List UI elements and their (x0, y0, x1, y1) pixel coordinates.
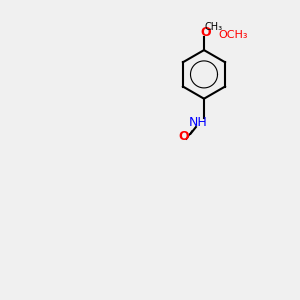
Text: O: O (178, 130, 189, 143)
Text: CH₃: CH₃ (204, 22, 223, 32)
Text: OCH₃: OCH₃ (219, 30, 248, 40)
Text: NH: NH (189, 116, 208, 130)
Text: O: O (200, 26, 211, 39)
